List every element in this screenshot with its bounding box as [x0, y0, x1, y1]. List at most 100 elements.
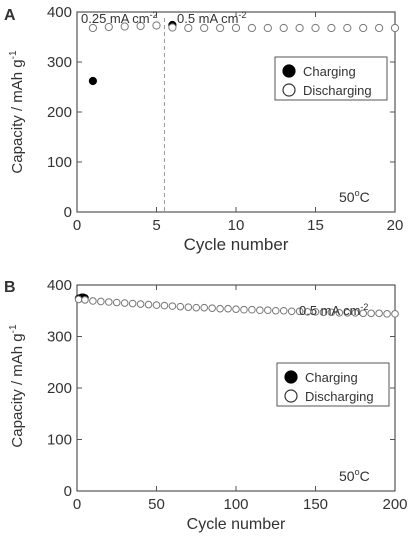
panel-b-x-axis-label: Cycle number: [187, 516, 286, 533]
panel-a-legend-marker-discharging: [282, 83, 296, 97]
panel-a-y-tick-label: 400: [47, 4, 72, 21]
panel-a: A Capacity / mAh g-1 0 5 10 15 2001002003004…: [4, 4, 403, 254]
panel-a-y-label-text: Capacity / mAh g: [9, 59, 26, 173]
panel-a-discharging-point: [104, 22, 113, 32]
panel-b-discharging-point: [184, 303, 193, 311]
panel-b-y-tick-label: 300: [47, 329, 72, 346]
panel-b-discharging-point: [383, 310, 391, 318]
panel-a-temperature-label: 50oC: [339, 188, 370, 205]
panel-a-discharging-point: [216, 23, 225, 33]
panel-b-rate-label: 0.5 mA cm-2: [299, 302, 368, 318]
panel-a-plot-frame: [76, 11, 396, 213]
panel-b-discharging-point: [264, 306, 272, 315]
panel-b-temperature-value: 50: [339, 468, 355, 484]
panel-a-y-tick-label: 100: [47, 154, 72, 171]
panel-a-discharging-point: [311, 23, 320, 33]
panel-b-discharging-point: [74, 295, 83, 304]
panel-b-x-tick-label: 100: [223, 496, 248, 513]
panel-b-y-label-text: Capacity / mAh g: [9, 333, 26, 447]
panel-a-discharging-point: [295, 23, 304, 33]
panel-b-legend-marker-charging: [284, 370, 298, 384]
panel-a-label: A: [4, 7, 16, 24]
panel-a-rate-label-right: 0.5 mA cm-2: [177, 10, 246, 26]
panel-a-discharging-point: [231, 23, 241, 33]
panel-b-discharging-point: [97, 297, 105, 306]
panel-b-discharging-point: [391, 310, 399, 318]
panel-a-discharging-point: [390, 23, 400, 33]
panel-a-x-tick-label: 5: [152, 217, 160, 234]
panel-a-discharging-point: [152, 21, 161, 30]
panel-b-discharging-point: [303, 307, 312, 316]
panel-a-discharging-point: [247, 23, 256, 33]
panel-a-legend-label-discharging: Discharging: [303, 83, 372, 98]
panel-b-discharging-point: [351, 309, 360, 317]
panel-b-discharging-point: [279, 306, 288, 315]
panel-b-x-tick-label: 150: [303, 496, 328, 513]
panel-b-discharging-point: [256, 306, 264, 315]
panel-b-discharging-point: [89, 297, 97, 305]
panel-b-y-axis-label: Capacity / mAh g-1: [8, 324, 26, 448]
panel-a-x-tick-label: 20: [387, 217, 404, 234]
panel-a-rate-label-left: 0.25 mA cm-2: [81, 10, 158, 26]
panel-b-y-label-sup: -1: [8, 324, 19, 333]
panel-a-charging-point: [88, 76, 97, 86]
panel-b-discharging-point: [200, 303, 208, 312]
panel-b-discharging-point: [335, 309, 344, 317]
panel-a-discharging-point: [359, 23, 368, 33]
panel-b-rate-label-text: 0.5 mA cm: [299, 303, 360, 318]
panel-a-discharging-point: [279, 23, 288, 33]
svg-text:Capacity / mAh g-1: Capacity / mAh g-1: [8, 324, 26, 448]
panel-b-y-tick-label: 400: [47, 277, 72, 294]
panel-b-discharging-point: [105, 298, 113, 306]
panel-b-legend-label-discharging: Discharging: [305, 389, 374, 404]
panel-b-discharging-point: [168, 302, 177, 310]
panel-a-discharging-point: [327, 23, 336, 33]
panel-b-temperature-label: 50oC: [339, 467, 370, 484]
panel-a-temperature-degree: o: [355, 188, 360, 198]
panel-a-y-label-sup: -1: [8, 50, 19, 59]
panel-a-discharging-point: [88, 23, 97, 33]
panel-b-discharging-point: [271, 306, 280, 315]
panel-b-rate-label-sup: -2: [360, 302, 368, 312]
panel-b-discharging-point: [319, 308, 328, 317]
panel-b-y-tick-label: 0: [64, 483, 72, 500]
panel-b-x-tick-label: 50: [148, 496, 165, 513]
svg-text:Capacity / mAh g-1: Capacity / mAh g-1: [8, 50, 26, 174]
panel-a-legend-label-charging: Charging: [303, 64, 356, 79]
panel-b-discharging-point: [81, 296, 89, 304]
panel-b-discharging-point: [240, 305, 248, 314]
panel-a-y-tick-label: 300: [47, 54, 72, 71]
panel-a-discharging-point: [263, 23, 272, 33]
panel-a-rate-label-left-text: 0.25 mA cm: [81, 11, 150, 26]
panel-a-discharging-point: [136, 21, 145, 31]
panel-a-x-tick-label: 0: [73, 217, 81, 234]
panel-a-y-axis-label: Capacity / mAh g-1: [8, 50, 26, 174]
panel-b-discharging-point: [216, 304, 224, 313]
panel-b: B Capacity / mAh g-1 0 50 100 150 200 0 100 200…: [4, 277, 408, 533]
panel-a-rate-label-right-sup: -2: [238, 10, 246, 20]
panel-b-discharging-point: [295, 307, 304, 316]
panel-b-x-tick-label: 0: [73, 496, 81, 513]
panel-a-temperature-value: 50: [339, 189, 355, 205]
panel-b-y-tick-label: 100: [47, 432, 72, 449]
panel-b-discharging-point: [287, 307, 296, 316]
panel-b-plot: 0 50 100 150 200 0 100 200 300 400 Cycle number Cha…: [47, 277, 408, 533]
panel-b-discharging-point: [136, 300, 145, 308]
panel-a-x-tick-label: 15: [307, 217, 324, 234]
panel-b-discharging-point: [375, 309, 383, 318]
panel-b-temperature-unit: C: [360, 468, 370, 484]
panel-b-discharging-point: [112, 298, 121, 307]
panel-b-legend-label-charging: Charging: [305, 370, 358, 385]
panel-a-discharging-point: [184, 23, 193, 33]
panel-b-discharging-point: [359, 309, 368, 318]
panel-b-discharging-point: [152, 301, 161, 309]
panel-b-discharging-point: [327, 308, 336, 317]
panel-b-discharging-point: [176, 302, 185, 311]
panel-b-discharging-point: [224, 304, 232, 313]
panel-b-y-tick-label: 200: [47, 380, 72, 397]
panel-b-discharging-point: [311, 307, 320, 316]
panel-b-discharging-point: [128, 299, 137, 308]
panel-b-discharging-point: [192, 303, 201, 312]
